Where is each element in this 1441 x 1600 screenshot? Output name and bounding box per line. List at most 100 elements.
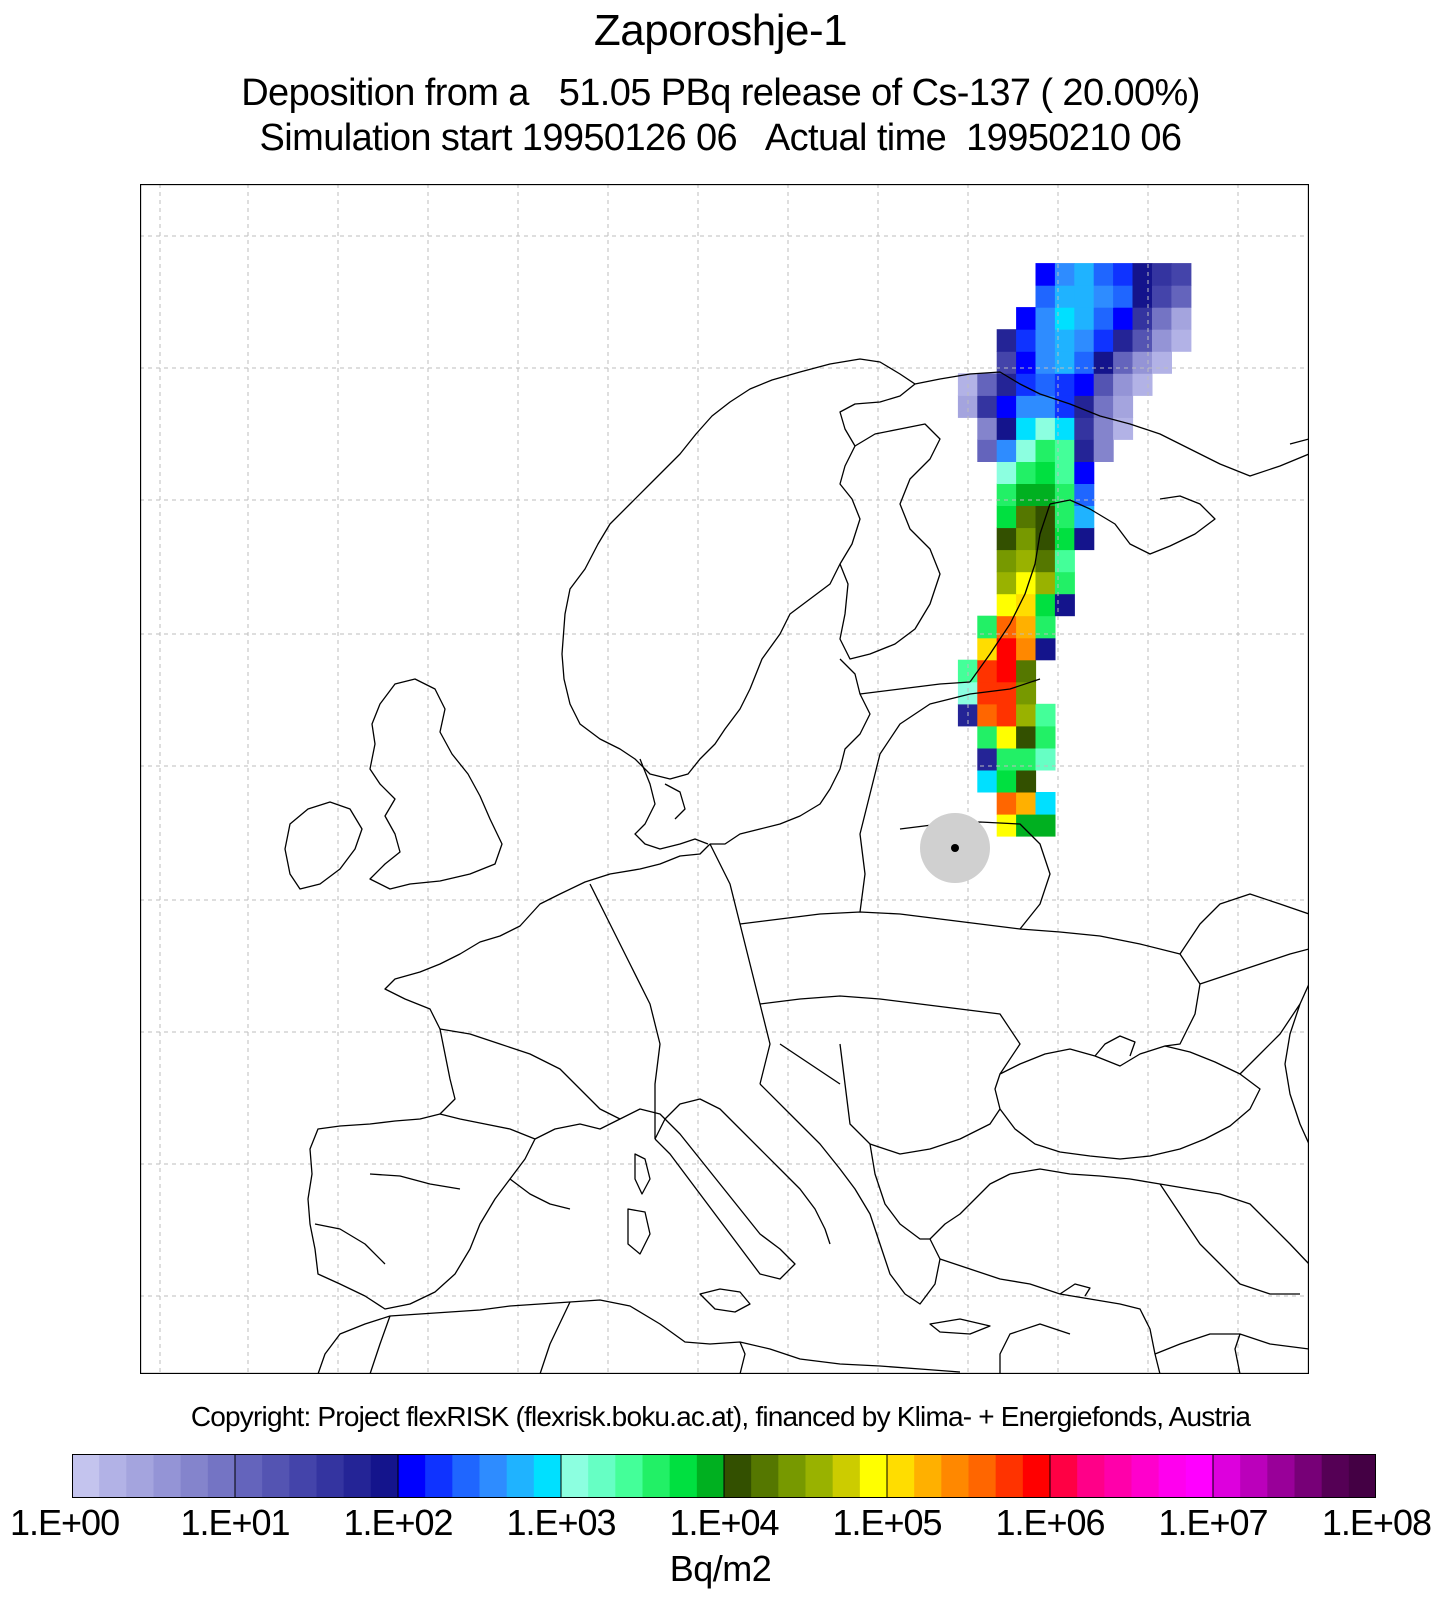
deposition-cell (1035, 417, 1056, 440)
deposition-cell (1132, 373, 1153, 396)
deposition-cell (1132, 329, 1153, 352)
legend-color-swatch (941, 1454, 969, 1498)
legend-color-swatch (1077, 1454, 1105, 1498)
deposition-cell (1054, 395, 1075, 418)
deposition-cell (1016, 329, 1037, 352)
legend-tick-label: 1.E+04 (669, 1502, 779, 1543)
deposition-cell (996, 659, 1017, 683)
deposition-cell (1035, 549, 1056, 573)
deposition-cell (1035, 329, 1056, 352)
deposition-cell (1054, 461, 1075, 484)
legend-tick-label: 1.E+06 (995, 1502, 1105, 1543)
deposition-cell (1113, 263, 1134, 286)
legend-color-swatch (1267, 1454, 1295, 1498)
deposition-cell (1016, 483, 1037, 506)
deposition-cell (977, 637, 998, 661)
deposition-cell (1054, 285, 1075, 308)
deposition-cell (1074, 329, 1095, 352)
deposition-cell (1035, 263, 1056, 286)
deposition-cell (957, 659, 978, 683)
legend-unit: Bq/m2 (669, 1548, 772, 1589)
deposition-cell (996, 505, 1017, 529)
deposition-cell (977, 439, 998, 462)
deposition-cell (1016, 615, 1037, 639)
deposition-cell (1054, 549, 1075, 573)
legend-color-swatch (343, 1454, 372, 1498)
deposition-cell (1132, 351, 1153, 374)
legend-color-swatch (479, 1454, 508, 1498)
deposition-cell (1074, 351, 1095, 374)
deposition-cell (1171, 329, 1192, 352)
legend-color-swatch (153, 1454, 182, 1498)
deposition-cell (1152, 329, 1172, 352)
deposition-cell (1035, 615, 1056, 639)
deposition-cell (977, 769, 998, 793)
legend-tick-label: 1.E+05 (832, 1502, 942, 1543)
legend-color-swatch (968, 1454, 997, 1498)
release-site-point (951, 844, 959, 852)
deposition-cell (1054, 417, 1075, 440)
legend-color-swatch (1185, 1454, 1214, 1498)
deposition-cell (1074, 417, 1095, 440)
legend-tick-label: 1.E+00 (10, 1502, 120, 1543)
deposition-cell (1093, 439, 1114, 462)
deposition-cell (1035, 461, 1056, 484)
legend-color-swatch (316, 1454, 345, 1498)
deposition-cell (977, 725, 998, 749)
deposition-cell (996, 351, 1017, 374)
deposition-cell (1035, 307, 1056, 330)
deposition-cell (977, 681, 998, 705)
deposition-cell (996, 527, 1017, 551)
deposition-cell (1093, 417, 1114, 440)
simulation-times: Simulation start 19950126 06 Actual time… (259, 117, 1182, 159)
deposition-cell (1035, 483, 1056, 506)
deposition-cell (1035, 439, 1056, 462)
copyright-notice: Copyright: Project flexRISK (flexrisk.bo… (190, 1401, 1251, 1432)
deposition-cell (996, 549, 1017, 573)
deposition-cell (1016, 725, 1037, 749)
legend-color-swatch (561, 1454, 589, 1498)
legend-color-swatch (1294, 1454, 1323, 1498)
deposition-cell (957, 395, 978, 418)
legend-color-swatch (1213, 1454, 1241, 1498)
legend-color-swatch (1321, 1454, 1350, 1498)
deposition-cell (1016, 703, 1037, 727)
deposition-cell (1016, 439, 1037, 462)
legend-color-swatch (180, 1454, 209, 1498)
legend-color-swatch (887, 1454, 915, 1498)
deposition-cell (1113, 351, 1134, 374)
legend-color-swatch (805, 1454, 834, 1498)
deposition-cell (1016, 307, 1037, 330)
deposition-cell (1035, 395, 1056, 418)
release-description: Deposition from a 51.05 PBq release of C… (241, 72, 1200, 114)
legend-color-swatch (126, 1454, 154, 1498)
deposition-cell (1016, 461, 1037, 484)
deposition-cell (1093, 351, 1114, 374)
deposition-cell (1093, 307, 1114, 330)
legend-color-swatch (642, 1454, 671, 1498)
legend-color-swatch (533, 1454, 562, 1498)
legend-color-swatch (914, 1454, 942, 1498)
color-legend-bar (72, 1454, 1376, 1498)
deposition-cell (996, 769, 1017, 793)
deposition-cell (1016, 505, 1037, 529)
deposition-cell (1093, 373, 1114, 396)
legend-color-swatch (751, 1454, 779, 1498)
deposition-cell (1054, 329, 1075, 352)
legend-color-swatch (995, 1454, 1024, 1498)
deposition-cell (1035, 703, 1056, 727)
deposition-cell (1074, 439, 1095, 462)
deposition-cell (1016, 637, 1037, 661)
deposition-cell (977, 373, 998, 396)
legend-color-swatch (859, 1454, 888, 1498)
legend-color-swatch (696, 1454, 725, 1498)
legend-color-swatch (1348, 1454, 1376, 1498)
deposition-cell (1074, 307, 1095, 330)
deposition-cell (1093, 395, 1114, 418)
legend-color-swatch (669, 1454, 698, 1498)
deposition-cell (996, 703, 1017, 727)
deposition-cell (1035, 725, 1056, 749)
deposition-cell (1171, 307, 1192, 330)
deposition-cell (1074, 285, 1095, 308)
deposition-cell (1054, 505, 1075, 529)
